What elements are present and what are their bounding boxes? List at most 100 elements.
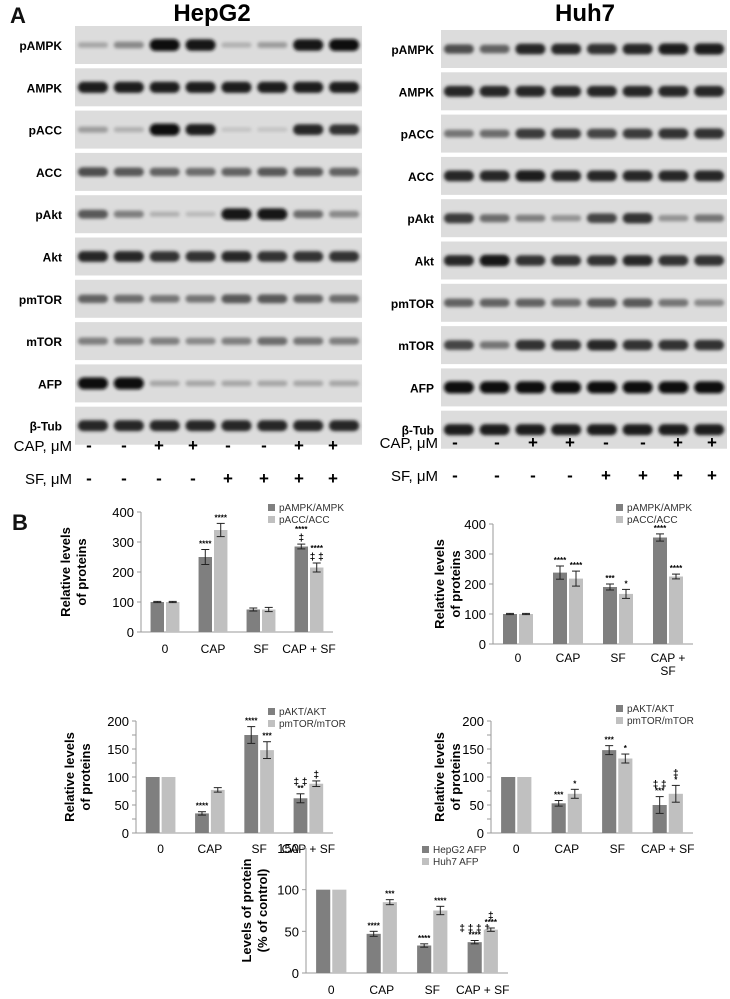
- treatment-sign: +: [188, 436, 198, 455]
- blot-band: [551, 424, 582, 436]
- treatment-label: SF, μM: [391, 468, 438, 485]
- blot-band: [113, 127, 144, 133]
- blot-band: [658, 215, 689, 222]
- legend-swatch: [422, 846, 429, 853]
- blot-band: [221, 251, 252, 262]
- blot-band: [515, 381, 546, 394]
- y-axis-label: Relative levelsof proteins: [62, 732, 93, 822]
- significance-label: ‡: [673, 768, 679, 779]
- blot-row-mtor: mTOR: [398, 326, 727, 365]
- y-tick-label: 400: [464, 517, 486, 532]
- y-axis-label: Relative levelsof proteins: [58, 527, 89, 617]
- error-bar: [197, 811, 206, 816]
- blot-band: [221, 420, 252, 432]
- blot-band: [658, 255, 689, 266]
- treatment-sign: -: [261, 436, 267, 455]
- blot-band: [658, 339, 689, 351]
- bar: [309, 783, 324, 833]
- legend-item: pACC/ACC: [616, 515, 678, 526]
- blot-row-tub: β-Tub: [402, 410, 727, 449]
- significance-label: ***: [554, 791, 564, 800]
- blot-band: [185, 251, 216, 262]
- bar: [310, 567, 324, 632]
- error-bar: [263, 741, 272, 760]
- bar: [569, 578, 583, 644]
- blot-band: [221, 294, 252, 304]
- blot-band: [185, 39, 216, 51]
- series-huh7-afp: ***********‡: [332, 889, 498, 973]
- blot-band: [694, 381, 725, 394]
- legend-item: pAKT/AKT: [616, 704, 674, 715]
- treatment-sign: +: [528, 433, 538, 452]
- blot-row-pakt: pAkt: [35, 195, 362, 234]
- y-tick-label: 0: [479, 637, 486, 652]
- blot-band: [658, 299, 689, 307]
- blot-band: [479, 85, 510, 97]
- bar: [669, 576, 683, 644]
- error-bar: [216, 522, 225, 538]
- blot-band: [257, 251, 288, 262]
- bar: [145, 777, 160, 833]
- blot-band: [622, 339, 653, 351]
- blot-band: [328, 39, 360, 51]
- error-bar: [369, 930, 378, 937]
- significance-label: ****: [554, 556, 567, 565]
- category-label: CAP + SF: [641, 842, 694, 856]
- significance-label: ****: [670, 564, 683, 573]
- legend-label: pACC/ACC: [279, 515, 330, 526]
- blot-band: [293, 81, 324, 93]
- blot-band: [622, 213, 653, 224]
- blot-band: [149, 167, 180, 177]
- blot-row-label: pACC: [401, 128, 435, 142]
- blot-band: [515, 85, 546, 97]
- bar: [262, 609, 276, 632]
- blot-band: [221, 167, 252, 177]
- significance-label: ***: [655, 787, 665, 796]
- series-pmtor-mtor: *** ‡: [517, 744, 683, 833]
- error-bar: [671, 784, 680, 803]
- error-bar: [153, 600, 162, 604]
- legend-swatch: [616, 516, 623, 523]
- significance-label: ***: [605, 574, 615, 583]
- blot-band: [551, 298, 582, 307]
- blot-band: [551, 339, 582, 351]
- category-label: 0: [162, 642, 169, 656]
- bar: [166, 602, 180, 632]
- series-hepg2-afp: ******** ****‡ ‡ ‡ ‡: [316, 889, 490, 973]
- blot-band: [77, 42, 109, 48]
- blot-band: [328, 124, 360, 135]
- blot-band: [77, 251, 109, 262]
- blot-band: [443, 170, 474, 182]
- bar: [567, 793, 582, 833]
- significance-label: ‡: [488, 911, 494, 922]
- significance-label: ‡ ‡ ‡ ‡: [459, 924, 490, 935]
- legend-swatch: [422, 858, 429, 865]
- bar: [553, 572, 567, 644]
- blot-row-label: β-Tub: [402, 424, 434, 438]
- error-bar: [385, 899, 394, 906]
- category-label: CAP + SF: [282, 642, 335, 656]
- error-bar: [570, 788, 579, 799]
- error-bar: [213, 787, 222, 793]
- blot-band: [586, 255, 617, 266]
- category-label: CAP: [556, 651, 581, 665]
- bar: [161, 777, 176, 833]
- significance-label: ****: [485, 918, 498, 927]
- blot-row-label: ACC: [36, 166, 62, 180]
- blot-row-label: AMPK: [399, 85, 435, 99]
- significance-label: ‡ ‡: [653, 780, 667, 791]
- blot-row-label: pmTOR: [19, 293, 62, 307]
- blot-band: [479, 381, 510, 394]
- blot-band: [77, 167, 109, 177]
- blot-row-tub: β-Tub: [30, 406, 362, 445]
- treatment-sign: -: [225, 436, 231, 455]
- blot-band: [185, 124, 216, 136]
- blot-band: [293, 337, 324, 345]
- category-label: CAP +: [651, 651, 686, 665]
- bar: [551, 803, 566, 833]
- error-bar: [312, 780, 321, 788]
- treatment-sign: +: [707, 466, 717, 485]
- blot-band: [257, 81, 288, 93]
- error-bar: [249, 607, 258, 612]
- bar-chart-3: 0 50 100 150 200 Relative levelsof proteins **…: [62, 707, 346, 856]
